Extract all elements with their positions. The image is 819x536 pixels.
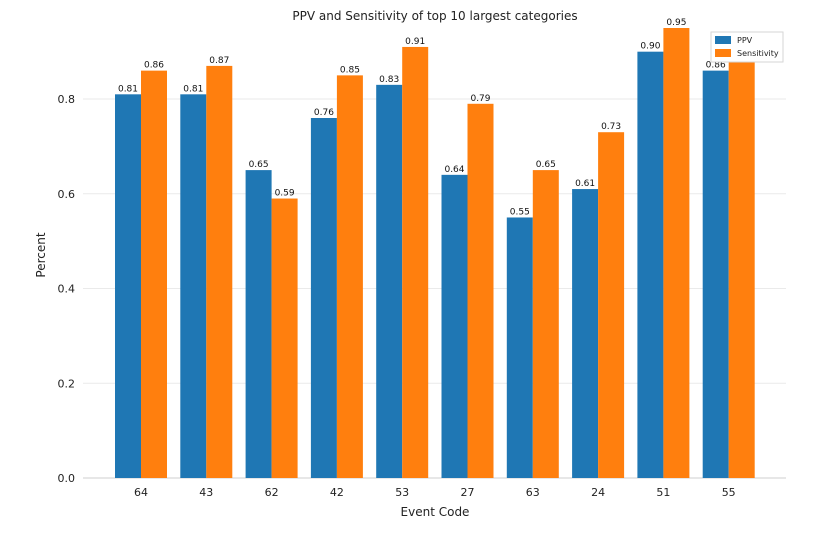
legend: PPV Sensitivity: [710, 31, 784, 63]
y-tick-labels: 0.0 0.2 0.4 0.6 0.8: [58, 93, 76, 485]
x-tick-label: 43: [199, 486, 213, 499]
x-tick-label: 51: [656, 486, 670, 499]
data-label-sensitivity-63: 0.65: [536, 160, 556, 170]
x-tick-label: 27: [461, 486, 475, 499]
bar-ppv-43: [180, 94, 207, 478]
data-label-sensitivity-64: 0.86: [144, 61, 164, 71]
data-label-sensitivity-51: 0.95: [666, 18, 686, 28]
chart-title: PPV and Sensitivity of top 10 largest ca…: [292, 9, 577, 23]
legend-label-ppv: PPV: [737, 36, 753, 45]
x-tick-label: 62: [265, 486, 279, 499]
data-label-ppv-63: 0.55: [510, 207, 530, 217]
bar-ppv-63: [506, 217, 533, 478]
bar-ppv-62: [245, 170, 272, 478]
data-label-ppv-53: 0.83: [379, 75, 399, 85]
bar-ppv-27: [441, 174, 468, 478]
y-tick-label: 0.2: [58, 377, 76, 390]
legend-swatch-sensitivity: [715, 49, 731, 57]
data-label-ppv-62: 0.65: [249, 160, 269, 170]
x-tick-label: 63: [526, 486, 540, 499]
data-label-ppv-27: 0.64: [444, 165, 464, 175]
data-label-ppv-24: 0.61: [575, 179, 595, 189]
bar-sensitivity-64: [141, 70, 167, 478]
bar-ppv-51: [637, 51, 664, 479]
data-label-sensitivity-24: 0.73: [601, 122, 621, 132]
data-label-ppv-43: 0.81: [183, 84, 203, 94]
x-tick-label: 55: [722, 486, 736, 499]
bar-ppv-42: [310, 118, 337, 478]
y-tick-label: 0.8: [58, 93, 76, 106]
x-tick-label: 24: [591, 486, 605, 499]
legend-label-sensitivity: Sensitivity: [737, 49, 779, 58]
bar-sensitivity-51: [663, 28, 690, 478]
bar-sensitivity-62: [271, 198, 298, 479]
y-tick-label: 0.6: [58, 188, 76, 201]
data-label-ppv-55: 0.86: [706, 61, 726, 71]
y-axis-label: Percent: [34, 232, 48, 277]
x-tick-label: 64: [134, 486, 148, 499]
y-tick-label: 0.4: [58, 283, 76, 296]
data-label-sensitivity-27: 0.79: [470, 94, 490, 104]
bar-ppv-24: [572, 189, 599, 479]
bar-sensitivity-43: [206, 65, 233, 478]
bar-ppv-64: [115, 94, 141, 478]
x-tick-label: 42: [330, 486, 344, 499]
data-label-ppv-42: 0.76: [314, 108, 334, 118]
bar-sensitivity-27: [467, 103, 494, 478]
x-tick-label: 53: [395, 486, 409, 499]
data-label-sensitivity-53: 0.91: [405, 37, 425, 47]
bars: [115, 28, 755, 479]
data-label-sensitivity-42: 0.85: [340, 65, 360, 75]
x-tick-labels: 64 43 62 42 53 27 63 24 51 55: [134, 486, 736, 499]
data-label-sensitivity-62: 0.59: [275, 189, 295, 199]
bar-ppv-53: [376, 84, 403, 478]
x-axis-label: Event Code: [401, 505, 470, 519]
bar-sensitivity-63: [532, 170, 559, 478]
legend-swatch-ppv: [715, 36, 731, 44]
bar-sensitivity-24: [598, 132, 625, 479]
y-tick-label: 0.0: [58, 472, 76, 485]
bar-ppv-55: [702, 70, 729, 478]
bar-sensitivity-55: [728, 51, 755, 479]
data-label-ppv-64: 0.81: [118, 84, 138, 94]
bar-sensitivity-53: [402, 46, 429, 479]
bar-sensitivity-42: [336, 75, 363, 479]
data-label-sensitivity-43: 0.87: [209, 56, 229, 66]
data-label-ppv-51: 0.90: [640, 42, 660, 52]
data-labels: 0.81 0.86 0.81 0.87 0.65 0.59 0.76 0.85 0.83 0.91…: [118, 18, 752, 217]
